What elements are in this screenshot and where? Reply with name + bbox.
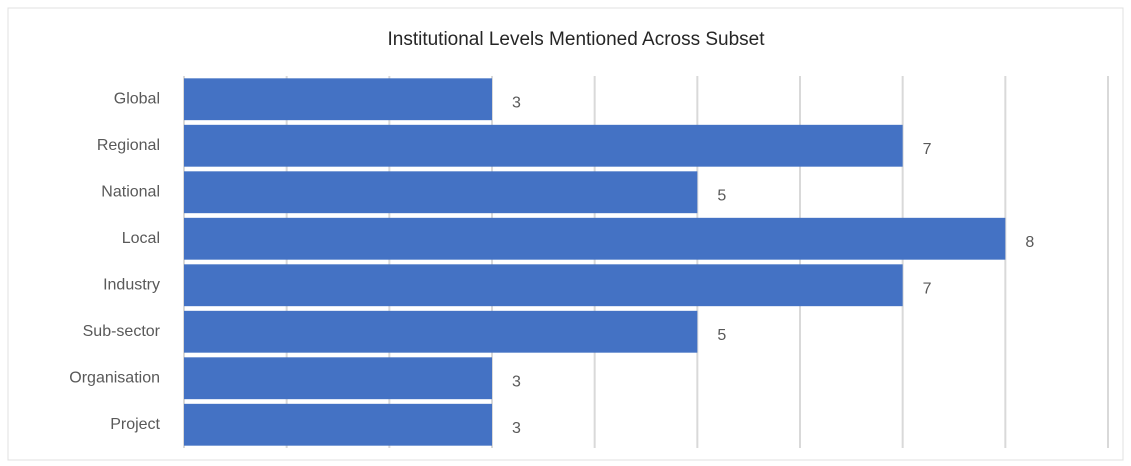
bar [184,78,492,121]
bar [184,403,492,446]
y-tick-label: Global [114,90,160,107]
bar [184,124,903,167]
y-tick-label: Local [122,230,160,247]
data-label: 8 [1025,234,1034,251]
data-label: 7 [923,141,932,158]
bar [184,217,1006,260]
y-tick-label: Project [110,416,160,433]
y-tick-label: National [101,183,160,200]
data-label: 5 [717,327,726,344]
bar [184,357,492,400]
data-label: 5 [717,187,726,204]
data-label: 3 [512,94,521,111]
data-label: 3 [512,373,521,390]
bar [184,264,903,307]
chart-title: Institutional Levels Mentioned Across Su… [387,29,765,50]
y-tick-label: Industry [103,276,160,293]
bar [184,171,698,214]
y-tick-label: Organisation [69,369,160,386]
y-tick-label: Sub-sector [83,323,161,340]
data-label: 7 [923,280,932,297]
data-label: 3 [512,420,521,437]
y-tick-label: Regional [97,137,160,154]
bar [184,310,698,353]
